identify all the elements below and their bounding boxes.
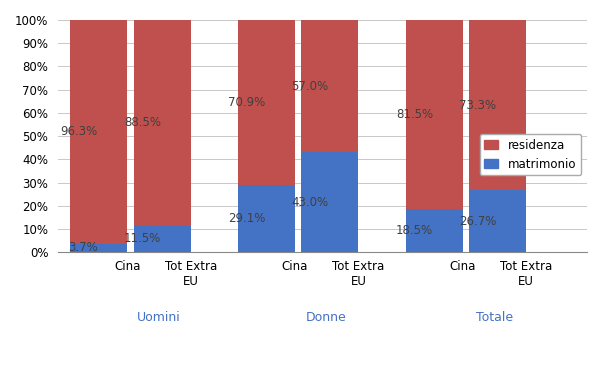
Text: Donne: Donne (306, 311, 347, 323)
Text: 11.5%: 11.5% (124, 232, 161, 245)
Bar (238, 20, 295, 185)
Text: 57.0%: 57.0% (291, 80, 329, 93)
Bar (238, 185, 295, 252)
Legend: residenza, matrimonio: residenza, matrimonio (480, 134, 581, 176)
Text: Uomini: Uomini (137, 311, 181, 323)
Text: 88.5%: 88.5% (124, 116, 161, 129)
Bar (406, 209, 462, 252)
Text: 43.0%: 43.0% (291, 196, 329, 209)
Text: Totale: Totale (476, 311, 513, 323)
Text: 96.3%: 96.3% (60, 125, 98, 138)
Text: 73.3%: 73.3% (459, 99, 497, 112)
Text: 18.5%: 18.5% (396, 224, 433, 237)
Bar (134, 20, 191, 226)
Bar (469, 190, 526, 252)
Bar (302, 152, 358, 252)
Text: 70.9%: 70.9% (228, 96, 265, 109)
Bar (134, 226, 191, 252)
Bar (406, 20, 462, 209)
Text: 29.1%: 29.1% (228, 212, 265, 225)
Bar (469, 20, 526, 190)
Text: 3.7%: 3.7% (68, 241, 98, 254)
Bar (70, 244, 127, 252)
Text: 81.5%: 81.5% (396, 108, 433, 121)
Bar (70, 20, 127, 244)
Bar (302, 20, 358, 152)
Text: 26.7%: 26.7% (459, 215, 497, 228)
